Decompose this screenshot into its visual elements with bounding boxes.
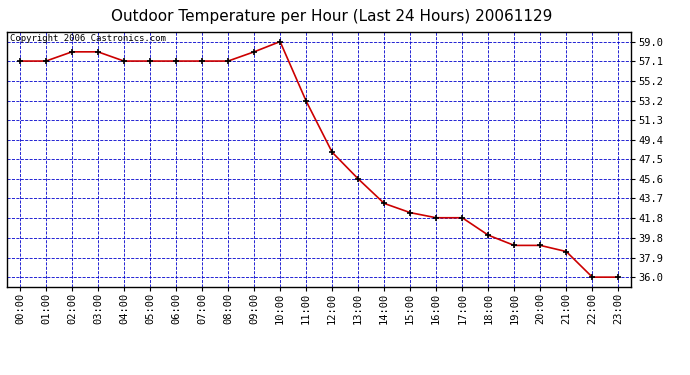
- Text: Outdoor Temperature per Hour (Last 24 Hours) 20061129: Outdoor Temperature per Hour (Last 24 Ho…: [110, 9, 552, 24]
- Text: Copyright 2006 Castronics.com: Copyright 2006 Castronics.com: [10, 34, 166, 44]
